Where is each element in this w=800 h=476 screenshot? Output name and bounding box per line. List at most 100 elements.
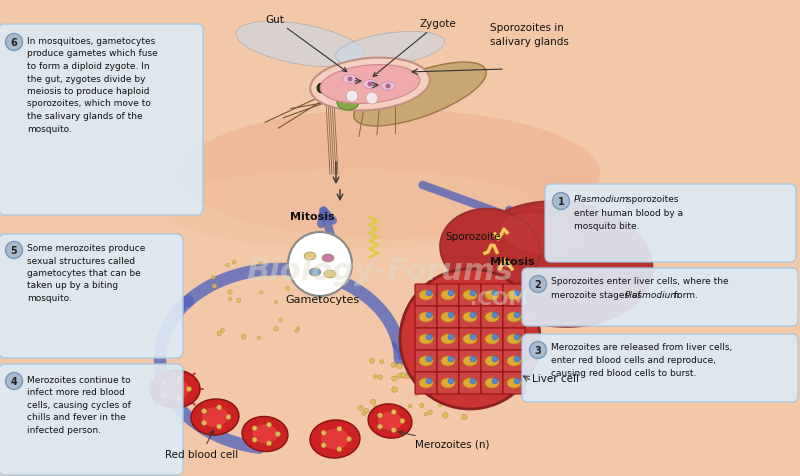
FancyBboxPatch shape	[481, 372, 503, 394]
Text: 2: 2	[534, 279, 542, 289]
Circle shape	[408, 405, 412, 408]
Circle shape	[426, 290, 432, 297]
Circle shape	[228, 290, 232, 295]
Ellipse shape	[150, 370, 200, 408]
Circle shape	[391, 363, 396, 367]
Circle shape	[286, 287, 290, 291]
Circle shape	[392, 387, 398, 393]
Ellipse shape	[463, 290, 477, 300]
Circle shape	[211, 276, 215, 279]
Ellipse shape	[252, 425, 278, 444]
Text: Merozoites are released from liver cells,: Merozoites are released from liver cells…	[551, 342, 732, 351]
Ellipse shape	[419, 356, 433, 366]
Ellipse shape	[419, 312, 433, 322]
Circle shape	[442, 413, 448, 418]
Circle shape	[415, 393, 418, 397]
FancyBboxPatch shape	[503, 328, 525, 350]
Text: sporozoites: sporozoites	[624, 195, 678, 204]
Circle shape	[161, 393, 166, 398]
Circle shape	[379, 360, 383, 364]
Circle shape	[358, 406, 363, 411]
Circle shape	[226, 415, 231, 420]
Ellipse shape	[485, 312, 499, 322]
Circle shape	[366, 93, 378, 105]
Circle shape	[370, 359, 374, 364]
FancyBboxPatch shape	[481, 350, 503, 372]
Ellipse shape	[378, 412, 402, 430]
Text: mosquito bite.: mosquito bite.	[574, 221, 639, 230]
Ellipse shape	[162, 379, 189, 400]
Circle shape	[378, 424, 382, 429]
Circle shape	[6, 373, 22, 390]
FancyBboxPatch shape	[437, 372, 459, 394]
Text: .COM: .COM	[470, 289, 528, 308]
Circle shape	[266, 422, 271, 427]
Text: Sporozoite: Sporozoite	[445, 231, 501, 241]
Text: Plasmodium: Plasmodium	[574, 195, 629, 204]
Circle shape	[405, 374, 410, 379]
FancyBboxPatch shape	[415, 284, 437, 307]
FancyBboxPatch shape	[481, 284, 503, 307]
Circle shape	[438, 404, 442, 407]
Circle shape	[217, 331, 222, 336]
Text: enter red blood cells and reproduce,: enter red blood cells and reproduce,	[551, 355, 716, 364]
Circle shape	[397, 374, 402, 378]
FancyBboxPatch shape	[0, 364, 183, 475]
Ellipse shape	[310, 420, 360, 458]
Ellipse shape	[337, 95, 359, 111]
Circle shape	[237, 298, 241, 303]
Circle shape	[321, 430, 326, 436]
Ellipse shape	[485, 356, 499, 366]
Circle shape	[217, 424, 222, 429]
Ellipse shape	[160, 169, 540, 249]
Circle shape	[346, 91, 358, 103]
Circle shape	[252, 426, 257, 431]
Circle shape	[470, 290, 476, 297]
Ellipse shape	[441, 334, 455, 344]
Ellipse shape	[304, 252, 316, 260]
Circle shape	[6, 242, 22, 259]
Text: Liver cell: Liver cell	[532, 373, 579, 383]
Ellipse shape	[354, 63, 486, 127]
FancyBboxPatch shape	[415, 307, 437, 328]
Circle shape	[427, 377, 430, 381]
Circle shape	[259, 291, 263, 295]
Circle shape	[428, 410, 432, 415]
FancyBboxPatch shape	[503, 372, 525, 394]
Circle shape	[406, 364, 410, 369]
Circle shape	[424, 413, 427, 416]
Circle shape	[400, 269, 540, 409]
Ellipse shape	[441, 356, 455, 366]
Ellipse shape	[202, 407, 228, 427]
Ellipse shape	[468, 202, 652, 327]
Circle shape	[266, 441, 271, 446]
Circle shape	[514, 312, 520, 318]
Circle shape	[492, 290, 498, 297]
Text: In mosquitoes, gametocytes
produce gametes which fuse
to form a diploid zygote. : In mosquitoes, gametocytes produce gamet…	[27, 37, 158, 133]
Ellipse shape	[501, 214, 579, 255]
Text: enter human blood by a: enter human blood by a	[574, 208, 683, 218]
Circle shape	[378, 375, 382, 380]
Circle shape	[514, 378, 520, 384]
Circle shape	[295, 329, 298, 333]
Circle shape	[448, 290, 454, 297]
Ellipse shape	[441, 290, 455, 300]
Text: Merozoites continue to
infect more red blood
cells, causing cycles of
chills and: Merozoites continue to infect more red b…	[27, 375, 131, 434]
Ellipse shape	[441, 378, 455, 388]
Circle shape	[392, 376, 397, 381]
Circle shape	[448, 378, 454, 384]
Ellipse shape	[343, 75, 357, 84]
Circle shape	[288, 232, 352, 297]
Circle shape	[426, 368, 429, 371]
Ellipse shape	[242, 416, 288, 452]
FancyBboxPatch shape	[459, 350, 481, 372]
Circle shape	[430, 376, 435, 380]
Circle shape	[258, 262, 262, 265]
Ellipse shape	[335, 69, 395, 111]
Circle shape	[202, 409, 206, 414]
FancyBboxPatch shape	[503, 307, 525, 328]
FancyBboxPatch shape	[415, 350, 437, 372]
Ellipse shape	[463, 356, 477, 366]
Circle shape	[462, 414, 467, 420]
FancyBboxPatch shape	[481, 307, 503, 328]
